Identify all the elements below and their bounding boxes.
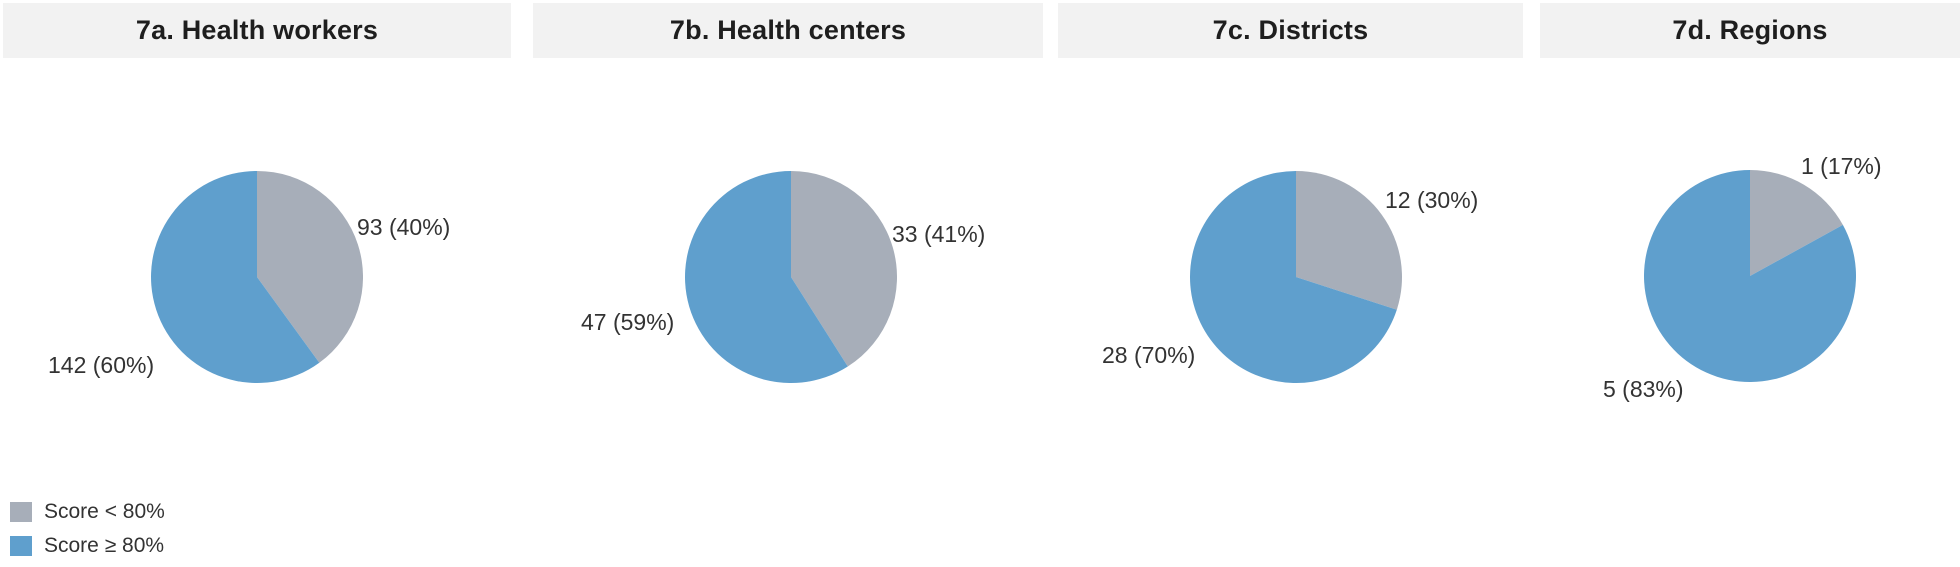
color-legend: Score < 80% Score ≥ 80% — [10, 499, 165, 567]
chart-title-regions: 7d. Regions — [1540, 3, 1960, 58]
slice-label-districts-above: 28 (70%) — [1102, 342, 1196, 368]
slice-label-health-centers-above: 47 (59%) — [581, 309, 675, 335]
pie-slice-below-80[interactable] — [791, 171, 897, 367]
pie-slice-above-80[interactable] — [1190, 171, 1397, 383]
pie-chart-health-workers — [151, 171, 363, 383]
chart-title-health-centers: 7b. Health centers — [533, 3, 1043, 58]
pie-slice-below-80[interactable] — [1296, 171, 1402, 310]
legend-swatch-below-80-icon — [10, 502, 32, 522]
pie-chart-health-centers — [685, 171, 897, 383]
slice-label-regions-above: 5 (83%) — [1603, 376, 1684, 402]
pie-slice-above-80[interactable] — [1644, 170, 1856, 382]
chart-title-districts: 7c. Districts — [1058, 3, 1523, 58]
pie-slice-below-80[interactable] — [1750, 170, 1843, 276]
slice-label-regions-below: 1 (17%) — [1801, 153, 1882, 179]
slice-label-health-centers-below: 33 (41%) — [892, 221, 986, 247]
slice-label-districts-below: 12 (30%) — [1385, 187, 1479, 213]
slice-label-health-workers-below: 93 (40%) — [357, 214, 451, 240]
legend-label-above-80: Score ≥ 80% — [44, 534, 165, 557]
pie-chart-regions — [1644, 170, 1856, 382]
slice-label-health-workers-above: 142 (60%) — [48, 352, 155, 378]
chart-title-health-workers: 7a. Health workers — [3, 3, 511, 58]
pie-chart-districts — [1190, 171, 1402, 383]
pie-slice-above-80[interactable] — [685, 171, 848, 383]
legend-swatch-above-80-icon — [10, 536, 32, 556]
legend-item-score-below-80[interactable]: Score < 80% — [10, 499, 165, 525]
pie-slice-above-80[interactable] — [151, 171, 320, 383]
legend-label-below-80: Score < 80% — [44, 500, 165, 523]
legend-item-score-above-80[interactable]: Score ≥ 80% — [10, 533, 165, 559]
pie-slice-below-80[interactable] — [257, 171, 363, 363]
